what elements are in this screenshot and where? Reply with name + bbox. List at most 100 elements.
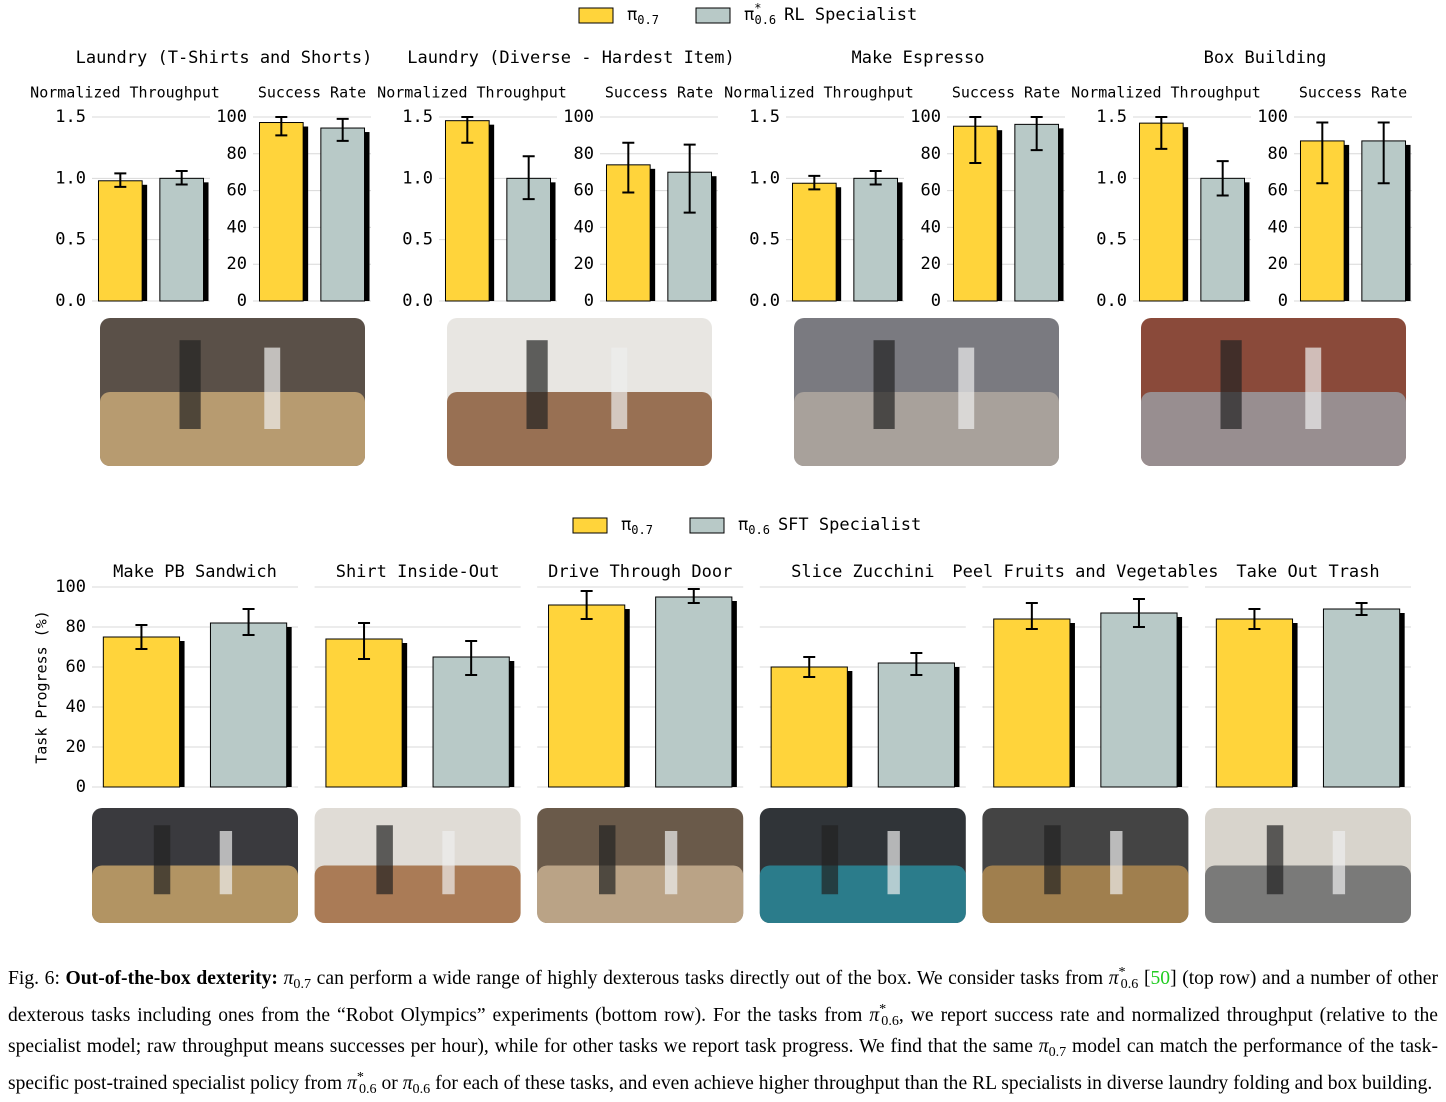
caption-math: π xyxy=(1108,967,1119,989)
photo-detail xyxy=(958,347,975,429)
panel-title: Peel Fruits and Vegetables xyxy=(952,562,1218,582)
subplot-title: Normalized Throughput xyxy=(377,84,567,102)
photo-detail xyxy=(611,347,628,429)
y-tick-label: 60 xyxy=(921,181,941,201)
error-bar xyxy=(336,117,349,142)
photo-detail xyxy=(219,831,233,895)
caption-link[interactable]: 50 xyxy=(1150,967,1171,989)
legend-sub: 0.6 xyxy=(748,523,770,537)
photo-detail xyxy=(100,392,365,466)
error-bar xyxy=(808,174,821,191)
error-bar xyxy=(622,141,635,194)
y-tick-label: 0.0 xyxy=(402,291,433,311)
caption-normal: ] (top row) and a number of other dexter… xyxy=(8,967,1438,1026)
photo-detail xyxy=(447,392,712,466)
y-tick-label: 0 xyxy=(76,777,86,797)
panel-title: Laundry (T-Shirts and Shorts) xyxy=(76,48,373,68)
caption-normal: [ xyxy=(1138,967,1151,989)
bar xyxy=(1014,123,1060,302)
y-tick-label: 1.0 xyxy=(1096,168,1127,188)
legend-sub: 0.7 xyxy=(637,13,659,27)
panel-title: Drive Through Door xyxy=(548,562,732,582)
y-tick-label: 20 xyxy=(1268,254,1288,274)
error-bar xyxy=(1132,598,1145,628)
legend-swatch xyxy=(578,7,614,24)
y-tick-label: 0 xyxy=(1278,291,1288,311)
y-tick-label: 60 xyxy=(66,657,86,677)
photo-detail xyxy=(794,392,1059,466)
subplot-title: Normalized Throughput xyxy=(724,84,914,102)
error-bar xyxy=(358,622,371,660)
y-tick-label: 80 xyxy=(66,617,86,637)
bar xyxy=(1138,122,1184,302)
panel-title: Slice Zucchini xyxy=(791,562,934,582)
y-tick-label: 60 xyxy=(574,181,594,201)
y-tick-label: 0 xyxy=(584,291,594,311)
bar xyxy=(1200,177,1246,302)
caption-bold: Out-of-the-box dexterity: xyxy=(65,967,284,989)
subplot-title: Normalized Throughput xyxy=(1071,84,1261,102)
y-tick-label: 0.5 xyxy=(749,230,780,250)
error-bar xyxy=(687,588,700,604)
y-tick-label: 0 xyxy=(237,291,247,311)
photo-detail xyxy=(1332,831,1346,895)
y-tick-label: 60 xyxy=(227,181,247,201)
bar xyxy=(1100,612,1178,788)
y-tick-label: 0.5 xyxy=(55,230,86,250)
error-bar xyxy=(1216,160,1229,197)
caption-normal: can perform a wide range of highly dexte… xyxy=(311,967,1109,989)
photo-detail xyxy=(887,831,900,895)
panel-title: Take Out Trash xyxy=(1236,562,1379,582)
y-tick-label: 1.5 xyxy=(1096,107,1127,127)
photo-detail xyxy=(759,865,966,923)
legend-sub: 0.7 xyxy=(631,523,653,537)
caption: Fig. 6: Out-of-the-box dexterity: π0.7 c… xyxy=(8,960,1438,1102)
photo-detail xyxy=(92,865,298,923)
caption-sub: 0.7 xyxy=(1048,1044,1067,1061)
y-tick-label: 40 xyxy=(1268,217,1288,237)
y-tick-label: 1.5 xyxy=(402,107,433,127)
y-axis-label: Task Progress (%) xyxy=(33,610,51,764)
caption-normal: , we report success rate and normalized … xyxy=(8,1004,1438,1057)
error-bar xyxy=(1377,121,1390,185)
error-bar xyxy=(175,169,188,186)
photo-detail xyxy=(1044,825,1061,895)
bar xyxy=(1322,608,1401,788)
error-bar xyxy=(803,656,816,678)
error-bar xyxy=(522,155,535,201)
y-tick-label: 20 xyxy=(227,254,247,274)
y-tick-label: 80 xyxy=(1268,144,1288,164)
bar xyxy=(993,618,1071,788)
photo-detail xyxy=(1305,347,1322,429)
legend-symbol: π xyxy=(627,5,637,25)
y-tick-label: 0 xyxy=(931,291,941,311)
legend-sup: * xyxy=(754,1,761,15)
y-tick-label: 100 xyxy=(216,107,247,127)
caption-math: π xyxy=(869,1004,880,1026)
bar xyxy=(102,636,181,788)
y-tick-label: 80 xyxy=(921,144,941,164)
photo-detail xyxy=(873,340,895,429)
caption-math: π xyxy=(402,1072,413,1094)
y-tick-label: 0.0 xyxy=(749,291,780,311)
y-tick-label: 1.5 xyxy=(55,107,86,127)
error-bar xyxy=(1155,116,1168,150)
y-tick-label: 40 xyxy=(66,697,86,717)
bar xyxy=(770,666,848,788)
error-bar xyxy=(242,608,255,636)
caption-math: π xyxy=(1038,1035,1049,1057)
y-tick-label: 40 xyxy=(574,217,594,237)
photo-detail xyxy=(1110,831,1123,895)
photo-detail xyxy=(1220,340,1242,429)
bar xyxy=(877,662,955,788)
y-tick-label: 100 xyxy=(1257,107,1288,127)
photo-detail xyxy=(664,831,678,895)
error-bar xyxy=(461,116,474,144)
y-tick-label: 40 xyxy=(227,217,247,237)
legend-text: RL Specialist xyxy=(784,5,917,25)
error-bar xyxy=(910,652,923,676)
bar xyxy=(444,120,490,302)
caption-normal: for each of these tasks, and even achiev… xyxy=(430,1072,1433,1094)
